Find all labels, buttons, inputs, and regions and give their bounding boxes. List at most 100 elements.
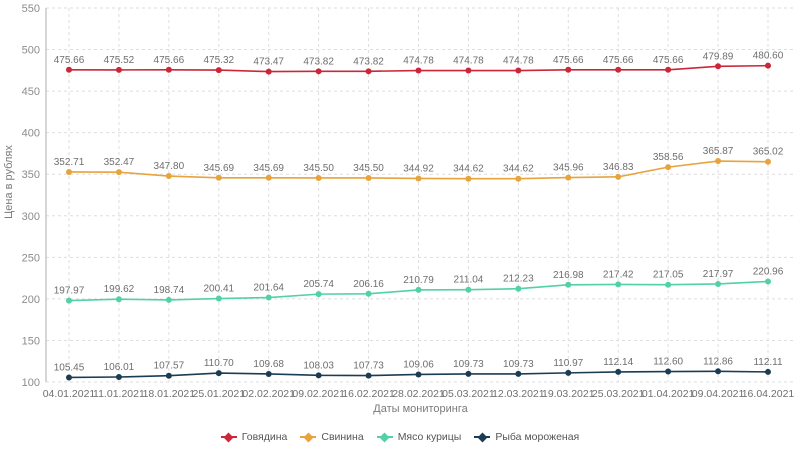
data-point-label: 112.11 (753, 357, 783, 368)
data-point (515, 67, 522, 74)
x-tick-label: 18.01.2021 (143, 388, 196, 400)
data-point-label: 475.66 (54, 55, 85, 66)
y-tick-label: 100 (22, 377, 40, 389)
x-tick-label: 16.02.2021 (342, 388, 395, 400)
legend-marker-icon (474, 432, 491, 442)
data-point-label: 110.97 (553, 358, 583, 369)
data-point-label: 475.66 (603, 55, 634, 66)
data-point (665, 66, 672, 73)
data-point-label: 475.52 (104, 55, 135, 66)
data-point-label: 112.60 (653, 357, 683, 368)
data-point (215, 174, 222, 181)
data-point-label: 201.64 (253, 283, 284, 294)
data-point-label: 109.73 (453, 359, 484, 370)
data-point-label: 474.78 (403, 56, 434, 67)
data-point (615, 281, 622, 288)
y-tick-label: 550 (22, 3, 40, 15)
y-tick-label: 400 (22, 128, 40, 140)
x-tick-label: 12.03.2021 (492, 388, 545, 400)
data-point-label: 344.62 (503, 164, 534, 175)
data-point-label: 110.70 (204, 358, 234, 369)
data-point (66, 297, 72, 304)
data-point-label: 345.96 (553, 163, 584, 174)
data-point-label: 106.01 (104, 362, 135, 373)
data-point (465, 67, 472, 74)
x-tick-label: 04.01.2021 (43, 388, 96, 400)
data-point (365, 372, 372, 379)
data-point (665, 281, 672, 288)
data-point-label: 212.23 (503, 274, 534, 285)
data-point (765, 278, 771, 285)
x-tick-label: 25.03.2021 (592, 388, 645, 400)
data-point-label: 112.86 (703, 356, 733, 367)
data-point (215, 67, 222, 74)
chart-legend: Говядина Свинина Мясо курицы Рыба мороженая (0, 429, 800, 445)
data-point (115, 296, 122, 303)
legend-item[interactable]: Рыба мороженая (474, 431, 579, 443)
data-point-label: 200.41 (203, 284, 234, 295)
data-point (715, 368, 722, 375)
data-point (715, 158, 722, 165)
y-tick-label: 250 (22, 252, 40, 264)
data-point (215, 370, 222, 377)
data-point (765, 368, 771, 375)
legend-label: Говядина (241, 431, 288, 443)
data-point (265, 294, 272, 301)
data-point (115, 169, 122, 176)
x-tick-label: 05.03.2021 (442, 388, 495, 400)
plot-area: 100 150 200 250 300 350 400 450 500 550 04.01.2021… (22, 3, 795, 400)
data-point-label: 107.57 (154, 361, 185, 372)
y-axis-title: Цена в рублях (3, 145, 15, 219)
data-point-label: 475.32 (203, 55, 234, 66)
data-point (115, 374, 122, 381)
legend-item[interactable]: Мясо курицы (376, 431, 461, 443)
data-point (515, 175, 522, 182)
data-point (715, 280, 722, 287)
data-point (315, 291, 322, 298)
data-point-label: 217.97 (703, 269, 734, 280)
data-point (465, 175, 472, 182)
data-point (365, 174, 372, 181)
data-point (315, 372, 322, 379)
data-point-label: 105.45 (54, 362, 85, 373)
data-point-label: 109.73 (503, 359, 534, 370)
data-point-label: 205.74 (303, 279, 334, 290)
data-point-label: 217.42 (603, 269, 634, 280)
y-tick-label: 350 (22, 169, 40, 181)
y-tick-label: 450 (22, 86, 40, 98)
data-point-label: 346.83 (603, 162, 634, 173)
data-point-label: 220.96 (753, 266, 784, 277)
data-point (265, 370, 272, 377)
legend-label: Свинина (321, 431, 364, 443)
legend-marker-icon (300, 432, 317, 442)
data-point-label: 206.16 (353, 279, 384, 290)
data-point-label: 365.02 (753, 147, 784, 158)
data-point (715, 63, 722, 70)
x-axis-title: Даты мониторинга (373, 403, 468, 415)
data-point (765, 158, 771, 165)
x-tick-label: 09.02.2021 (292, 388, 345, 400)
data-point-label: 199.62 (104, 284, 135, 295)
data-point (415, 67, 422, 74)
data-point-label: 475.66 (553, 55, 584, 66)
y-tick-label: 300 (22, 211, 40, 223)
data-point-label: 344.92 (403, 163, 434, 174)
legend-label: Рыба мороженая (495, 431, 580, 443)
data-point-label: 474.78 (503, 56, 534, 67)
data-point (415, 286, 422, 293)
y-tick-label: 200 (22, 294, 40, 306)
data-point-label: 197.97 (54, 286, 85, 297)
data-point-label: 365.87 (703, 146, 734, 157)
data-point (315, 174, 322, 181)
legend-item[interactable]: Свинина (300, 431, 364, 443)
data-point (415, 175, 422, 182)
legend-item[interactable]: Говядина (220, 431, 288, 443)
data-point-label: 479.89 (703, 51, 734, 62)
data-point (265, 174, 272, 181)
x-tick-label: 28.02.2021 (392, 388, 445, 400)
data-point (515, 370, 522, 377)
data-point-label: 345.69 (253, 163, 284, 174)
data-point-label: 475.66 (653, 55, 684, 66)
data-point-label: 473.47 (253, 57, 284, 68)
data-point (66, 66, 72, 73)
